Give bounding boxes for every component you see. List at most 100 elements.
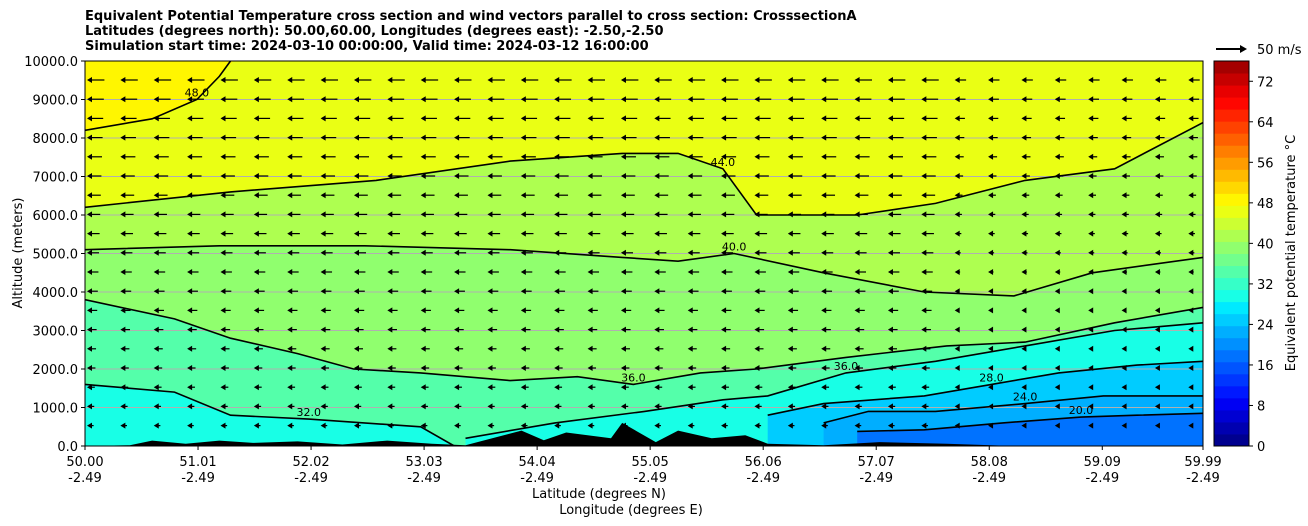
wind-vector-head [287, 115, 293, 122]
wind-vector-head [587, 134, 593, 141]
wind-vector-head [620, 365, 626, 371]
wind-vector-head [87, 230, 92, 237]
wind-vector-head [120, 269, 126, 275]
y-tick-label-3: 3000.0 [33, 325, 79, 340]
wind-vector-head [1154, 230, 1160, 237]
wind-vector-head [1188, 230, 1194, 237]
wind-vector-head [721, 77, 727, 83]
wind-vector-head [1021, 153, 1027, 160]
wind-vector-head [387, 269, 393, 275]
wind-vector-head [687, 422, 693, 429]
wind-vector-head [320, 326, 326, 333]
wind-vector-head [454, 134, 460, 141]
wind-vector-head [220, 115, 226, 122]
wind-vector-head [454, 403, 460, 410]
wind-vector-head [153, 288, 159, 295]
wind-vector-head [821, 115, 827, 122]
colorbar-segment-29 [1214, 85, 1249, 98]
wind-vector-head [353, 345, 359, 352]
wind-vector-head [988, 96, 994, 103]
wind-vector-head [187, 403, 193, 410]
wind-vector-head [320, 288, 326, 295]
wind-vector-head [721, 115, 727, 122]
wind-vector-head [153, 77, 159, 83]
wind-vector-head [587, 77, 593, 83]
wind-vector-head [554, 288, 560, 295]
wind-vector-head [387, 365, 393, 371]
wind-vector-head [1121, 96, 1127, 103]
wind-vector-head [687, 384, 693, 391]
wind-vector-head [921, 96, 927, 103]
wind-vector-head [754, 96, 760, 103]
wind-vector-head [353, 77, 359, 83]
contour-line-6 [85, 245, 1203, 297]
wind-vector-head [687, 269, 693, 275]
wind-vector-head [320, 403, 326, 410]
colorbar-segment-24 [1214, 145, 1249, 158]
wind-vector-head [220, 153, 226, 160]
colorbar-tick-label-4: 32 [1257, 278, 1274, 293]
wind-vector-head [654, 173, 660, 179]
wind-vector-head [687, 211, 693, 218]
wind-vector-head [1121, 77, 1127, 83]
wind-vector-head [220, 192, 226, 199]
wind-vector-head [120, 211, 126, 218]
wind-vector-head [87, 384, 92, 391]
wind-vector-head [487, 192, 493, 199]
wind-vector-head [320, 230, 326, 237]
wind-vector-head [620, 307, 626, 314]
contour-label-1: 24.0 [1013, 391, 1038, 404]
wind-vector-head [353, 192, 359, 199]
colorbar-segment-13 [1214, 277, 1249, 291]
wind-key-label: 50 m/s [1257, 43, 1302, 58]
wind-vector-head [87, 115, 92, 122]
wind-vector-head [1121, 288, 1127, 295]
wind-vector-head [1088, 153, 1094, 160]
wind-vector-head [253, 384, 259, 391]
wind-vector-head [287, 403, 293, 410]
wind-vector-head [520, 96, 526, 103]
wind-vector-head [654, 211, 660, 218]
wind-vector-head [921, 134, 927, 141]
wind-vector-head [120, 288, 126, 295]
wind-vector-head [620, 249, 626, 256]
wind-vector-head [320, 134, 326, 141]
wind-vector-head [854, 230, 860, 237]
wind-vector-head [821, 422, 827, 429]
wind-vector-head [287, 345, 293, 352]
x-tick-label-lat-7: 57.07 [858, 455, 895, 470]
colorbar-label: Equivalent potential temperature °C [1284, 135, 1299, 371]
wind-vector-head [487, 115, 493, 122]
wind-vector-head [954, 345, 960, 352]
wind-vector-head [1188, 153, 1194, 160]
wind-vector-head [420, 269, 426, 275]
colorbar-segment-20 [1214, 193, 1249, 206]
x-tick-label-lat-8: 58.08 [971, 455, 1008, 470]
wind-vector-head [320, 173, 326, 179]
wind-vector-head [187, 326, 193, 333]
wind-vector-head [988, 249, 994, 256]
wind-vector-head [153, 384, 159, 391]
wind-vector-head [287, 134, 293, 141]
wind-vector-head [487, 269, 493, 275]
wind-vector-head [220, 345, 226, 352]
wind-vector-head [887, 249, 893, 256]
wind-vector-head [654, 77, 660, 83]
colorbar-segment-16 [1214, 241, 1249, 254]
wind-vector-head [921, 326, 927, 333]
wind-vector-head [153, 307, 159, 314]
y-tick-label-2: 2000.0 [33, 363, 79, 378]
wind-vector-head [1154, 153, 1160, 160]
wind-vector-head [988, 365, 994, 371]
grid-lines [85, 61, 1203, 446]
wind-vector-head [520, 192, 526, 199]
wind-vector-head [120, 403, 126, 410]
wind-vector-head [554, 134, 560, 141]
wind-vector-head [754, 307, 760, 314]
wind-vector-head [821, 345, 827, 352]
wind-vector-head [520, 269, 526, 275]
wind-vector-head [287, 269, 293, 275]
wind-vector-head [921, 249, 927, 256]
wind-vector-head [320, 77, 326, 83]
wind-vector-head [921, 365, 927, 371]
